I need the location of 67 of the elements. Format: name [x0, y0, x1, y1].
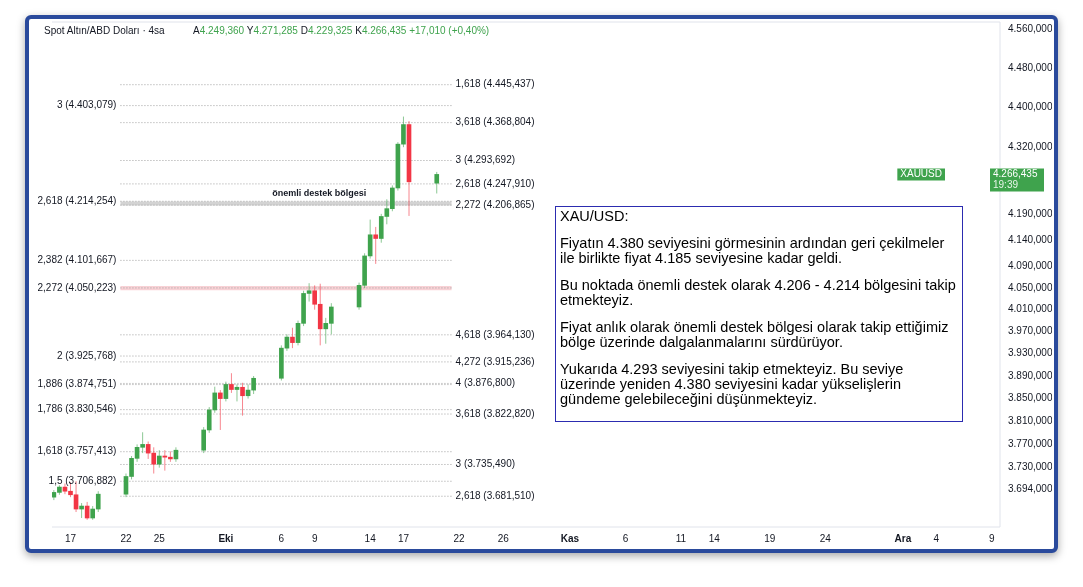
annotation: Fiyat anlık olarak önemli destek bölgesi olarak takip ettiğimiz bölge üzerinde dalgalanmalarını sürdürüyor. — [560, 319, 950, 350]
annotation: 3 (3.735,490) — [455, 458, 516, 470]
chart-title: Spot Altın/ABD Doları · 4sa — [44, 25, 165, 36]
y-tick-label: 3.810,000 — [1008, 415, 1053, 427]
x-tick-label: Ara — [894, 532, 912, 544]
annotation: 1,886 (3.874,751) — [37, 378, 117, 390]
x-tick-label: Eki — [218, 532, 234, 544]
annotation: 1,786 (3.830,546) — [37, 403, 117, 415]
y-tick-label: 3.694,000 — [1008, 482, 1053, 494]
annotation: önemli destek bölgesi — [272, 187, 367, 198]
x-tick-label: 17 — [64, 532, 77, 544]
annotation: 2,618 (4.214,254) — [37, 195, 117, 207]
y-tick-label: 3.930,000 — [1008, 347, 1053, 359]
x-tick-label: 14 — [364, 532, 377, 544]
x-tick-label: 26 — [497, 532, 510, 544]
x-tick-label: 6 — [278, 532, 285, 544]
annotation: Fiyatın 4.380 seviyesini görmesinin ardından geri çekilmeler ile birlikte fiyat 4.185 seviyesine kadar geldi. — [560, 235, 946, 266]
annotation: XAUUSD — [900, 168, 942, 180]
annotation: Bu noktada önemli destek olarak 4.206 - 4.214 bölgesini takip etmekteyiz. — [560, 277, 957, 308]
x-tick-label: 6 — [622, 532, 629, 544]
x-tick-label: 14 — [708, 532, 721, 544]
annotation: 1,5 (3.706,882) — [48, 475, 117, 487]
y-tick-label: 3.850,000 — [1008, 392, 1053, 404]
y-tick-label: 4.090,000 — [1008, 260, 1053, 272]
x-tick-label: 22 — [453, 532, 465, 544]
annotation: 4,272 (3.915,236) — [455, 355, 535, 367]
annotation: 2 (3.925,768) — [56, 349, 117, 361]
y-tick-label: 3.890,000 — [1008, 369, 1053, 381]
annotation: 1,618 (3.757,413) — [37, 445, 117, 457]
x-tick-label: 25 — [153, 532, 166, 544]
y-tick-label: 4.320,000 — [1008, 140, 1053, 152]
annotation: 2,618 (4.247,910) — [455, 177, 535, 189]
x-tick-label: 9 — [988, 532, 995, 544]
annotation: 4 (3.876,800) — [455, 377, 516, 389]
annotation: 4.266,435 — [993, 168, 1038, 180]
annotation: 3,618 (3.822,820) — [455, 407, 535, 419]
annotation: 19:39 — [993, 179, 1019, 191]
y-tick-label: 4.190,000 — [1008, 207, 1053, 219]
annotation: 3 (4.293,692) — [455, 154, 516, 166]
y-tick-label: 4.050,000 — [1008, 281, 1053, 293]
annotation: 3 (4.403,079) — [56, 99, 117, 111]
y-tick-label: 3.730,000 — [1008, 461, 1053, 473]
x-tick-label: 24 — [819, 532, 832, 544]
y-tick-label: 4.140,000 — [1008, 233, 1053, 245]
x-tick-label: Kas — [560, 532, 580, 544]
y-tick-label: 4.010,000 — [1008, 303, 1053, 315]
x-tick-label: 11 — [675, 532, 687, 544]
annotation: 3,618 (4.368,804) — [455, 116, 535, 128]
y-tick-label: 4.560,000 — [1008, 22, 1053, 34]
annotation: 4,618 (3.964,130) — [455, 328, 535, 340]
x-tick-label: 19 — [764, 532, 776, 544]
annotation: 2,382 (4.101,667) — [37, 254, 117, 266]
annotation: 2,272 (4.206,865) — [455, 198, 535, 210]
x-tick-label: 17 — [397, 532, 410, 544]
x-tick-label: 9 — [311, 532, 318, 544]
annotation: XAU/USD: — [560, 208, 630, 224]
y-tick-label: 3.770,000 — [1008, 438, 1053, 450]
annotation: 2,618 (3.681,510) — [455, 490, 535, 501]
y-tick-label: 4.480,000 — [1008, 61, 1053, 73]
x-tick-label: 22 — [120, 532, 132, 544]
annotation: 1,618 (4.445,437) — [455, 78, 535, 90]
annotation: Yukarıda 4.293 seviyesini takip etmekteyiz. Bu seviye üzerinde yeniden 4.380 seviyesini kadar yükselişlerin gündeme gelebileceğini düşünmekteyiz. — [560, 361, 905, 407]
x-tick-label: 4 — [933, 532, 940, 544]
y-tick-label: 4.400,000 — [1008, 100, 1053, 112]
y-tick-label: 3.970,000 — [1008, 325, 1053, 337]
annotation: 2,272 (4.050,223) — [37, 281, 117, 293]
chart-subtitle: A4.249,360 Y4.271,285 D4.229,325 K4.266,435 +17,010 (+0,40%) — [193, 25, 490, 36]
